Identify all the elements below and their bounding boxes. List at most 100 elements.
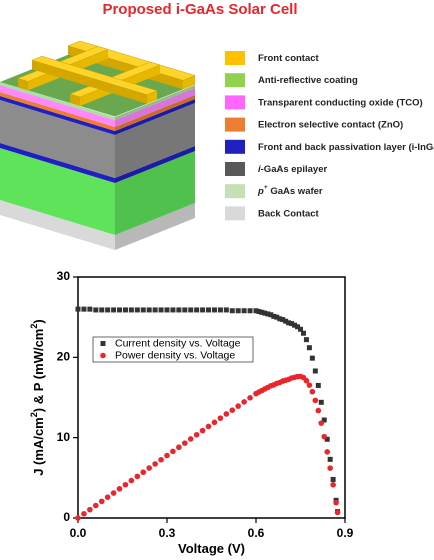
data-point bbox=[75, 306, 81, 312]
diagram-title: Proposed i-GaAs Solar Cell bbox=[102, 1, 297, 18]
data-point bbox=[93, 502, 99, 509]
data-point bbox=[303, 377, 310, 384]
data-point bbox=[324, 436, 330, 442]
data-point bbox=[247, 308, 253, 314]
data-point bbox=[158, 307, 164, 313]
legend-box bbox=[92, 336, 254, 363]
data-point bbox=[286, 320, 292, 326]
y-tick-label: 0 bbox=[63, 510, 70, 524]
data-point bbox=[200, 307, 206, 313]
data-point bbox=[315, 382, 321, 388]
legend-label: Anti-reflective coating bbox=[258, 75, 358, 86]
legend-swatch bbox=[225, 73, 245, 88]
text-part: Transparent conducting oxide (TCO) bbox=[258, 97, 423, 108]
layer-front bbox=[0, 143, 115, 183]
layer-side bbox=[115, 88, 195, 127]
x-tick-label: 0.9 bbox=[337, 526, 354, 540]
data-point bbox=[188, 307, 194, 313]
text-part: Front and back passivation layer (i-InGa… bbox=[258, 141, 434, 152]
layer-front bbox=[0, 148, 115, 235]
data-point bbox=[140, 469, 147, 476]
data-point bbox=[265, 311, 271, 317]
data-point bbox=[327, 456, 333, 462]
text-part: i bbox=[258, 164, 261, 175]
data-point bbox=[146, 465, 152, 471]
data-point bbox=[223, 307, 229, 313]
text-part: -GaAs epilayer bbox=[261, 164, 328, 175]
text-part: p bbox=[257, 186, 264, 197]
data-point bbox=[110, 490, 117, 496]
text-part: Back Contact bbox=[258, 208, 320, 219]
data-point bbox=[81, 306, 87, 312]
layer-side bbox=[115, 99, 195, 135]
data-point bbox=[176, 444, 182, 451]
x-axis-label: Voltage (V) bbox=[178, 541, 245, 556]
contact-side bbox=[183, 75, 195, 90]
data-point bbox=[176, 307, 182, 313]
data-point bbox=[306, 345, 312, 351]
legend-swatch bbox=[225, 51, 245, 65]
data-point bbox=[193, 431, 200, 438]
data-point bbox=[182, 440, 188, 446]
x-tick-label: 0.3 bbox=[159, 526, 176, 540]
data-point bbox=[327, 465, 333, 471]
data-point bbox=[262, 310, 268, 316]
data-point bbox=[303, 337, 309, 343]
data-point bbox=[280, 317, 286, 323]
data-point bbox=[158, 456, 164, 463]
layer-stack bbox=[0, 40, 196, 250]
data-point bbox=[87, 306, 93, 312]
y-axis-label: J (mA/cm2) & P (mW/cm2) bbox=[29, 319, 46, 476]
legend-label: Electron selective contact (ZnO) bbox=[258, 119, 403, 130]
contact-front bbox=[32, 60, 147, 104]
data-point bbox=[152, 307, 158, 313]
layer-front bbox=[0, 92, 115, 131]
data-point bbox=[170, 448, 176, 455]
data-point bbox=[134, 473, 141, 480]
data-point bbox=[87, 506, 93, 513]
legend-swatch bbox=[225, 184, 245, 199]
data-point bbox=[283, 318, 289, 324]
data-point bbox=[164, 452, 170, 459]
data-point bbox=[259, 309, 265, 315]
plot-frame bbox=[77, 276, 346, 519]
layer-front bbox=[0, 200, 115, 250]
data-point bbox=[117, 307, 123, 313]
data-point bbox=[211, 307, 217, 313]
data-point bbox=[321, 417, 327, 423]
data-point bbox=[122, 481, 129, 488]
text-part: + bbox=[264, 184, 268, 191]
data-point bbox=[111, 307, 117, 313]
layer-side bbox=[115, 85, 195, 120]
data-point bbox=[289, 321, 295, 327]
data-point bbox=[295, 324, 301, 330]
layer-front bbox=[0, 96, 115, 135]
data-point bbox=[187, 436, 194, 442]
data-point bbox=[330, 476, 336, 482]
data-point bbox=[194, 307, 200, 313]
data-point bbox=[268, 312, 274, 318]
x-tick-label: 0.6 bbox=[248, 526, 265, 540]
data-point bbox=[206, 307, 212, 313]
legend-label: Current density vs. Voltage bbox=[115, 337, 241, 349]
legend-swatch bbox=[225, 162, 245, 176]
layer-front bbox=[0, 85, 115, 127]
data-point bbox=[128, 307, 134, 313]
legend-swatch bbox=[225, 117, 245, 132]
data-point bbox=[205, 423, 212, 430]
data-point bbox=[98, 498, 105, 505]
data-point bbox=[128, 477, 135, 484]
text-part: GaAs wafer bbox=[268, 186, 323, 197]
layer-side bbox=[115, 203, 195, 250]
text-part: ) bbox=[31, 319, 46, 323]
layer-front bbox=[0, 82, 115, 120]
legend-swatch bbox=[225, 206, 245, 221]
text-part: Electron selective contact (ZnO) bbox=[258, 119, 403, 130]
legend-marker bbox=[100, 352, 106, 359]
data-point bbox=[81, 511, 87, 517]
data-point bbox=[211, 419, 218, 426]
legend-label: Front contact bbox=[258, 53, 320, 64]
data-point bbox=[253, 308, 259, 314]
layer-side bbox=[115, 103, 195, 178]
data-point bbox=[300, 330, 306, 336]
